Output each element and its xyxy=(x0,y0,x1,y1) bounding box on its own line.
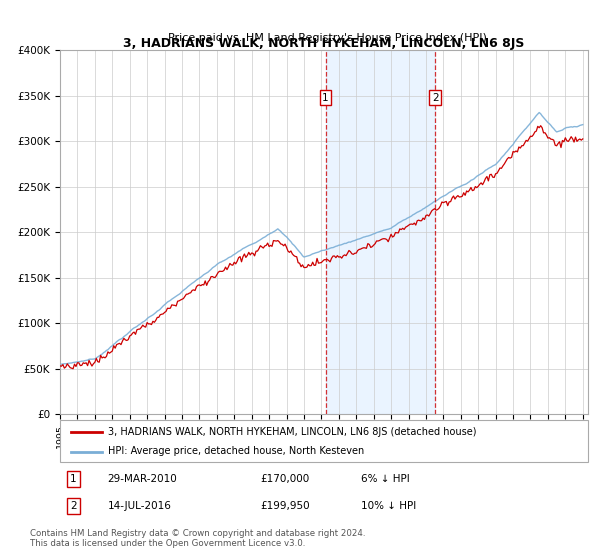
Text: £170,000: £170,000 xyxy=(260,474,310,484)
FancyBboxPatch shape xyxy=(60,420,588,462)
Bar xyxy=(326,50,436,414)
Text: 1: 1 xyxy=(70,474,77,484)
Title: 3, HADRIANS WALK, NORTH HYKEHAM, LINCOLN, LN6 8JS: 3, HADRIANS WALK, NORTH HYKEHAM, LINCOLN… xyxy=(124,38,524,50)
Text: Contains HM Land Registry data © Crown copyright and database right 2024.
This d: Contains HM Land Registry data © Crown c… xyxy=(30,529,365,548)
Text: 2: 2 xyxy=(432,93,439,102)
Text: 6% ↓ HPI: 6% ↓ HPI xyxy=(361,474,410,484)
Text: 1: 1 xyxy=(322,93,329,102)
Text: 10% ↓ HPI: 10% ↓ HPI xyxy=(361,501,416,511)
Text: Price paid vs. HM Land Registry's House Price Index (HPI): Price paid vs. HM Land Registry's House … xyxy=(167,34,487,44)
Text: 2: 2 xyxy=(70,501,77,511)
Text: 29-MAR-2010: 29-MAR-2010 xyxy=(107,474,177,484)
Text: £199,950: £199,950 xyxy=(260,501,310,511)
Text: HPI: Average price, detached house, North Kesteven: HPI: Average price, detached house, Nort… xyxy=(107,446,364,456)
Text: 14-JUL-2016: 14-JUL-2016 xyxy=(107,501,172,511)
Text: 3, HADRIANS WALK, NORTH HYKEHAM, LINCOLN, LN6 8JS (detached house): 3, HADRIANS WALK, NORTH HYKEHAM, LINCOLN… xyxy=(107,427,476,437)
